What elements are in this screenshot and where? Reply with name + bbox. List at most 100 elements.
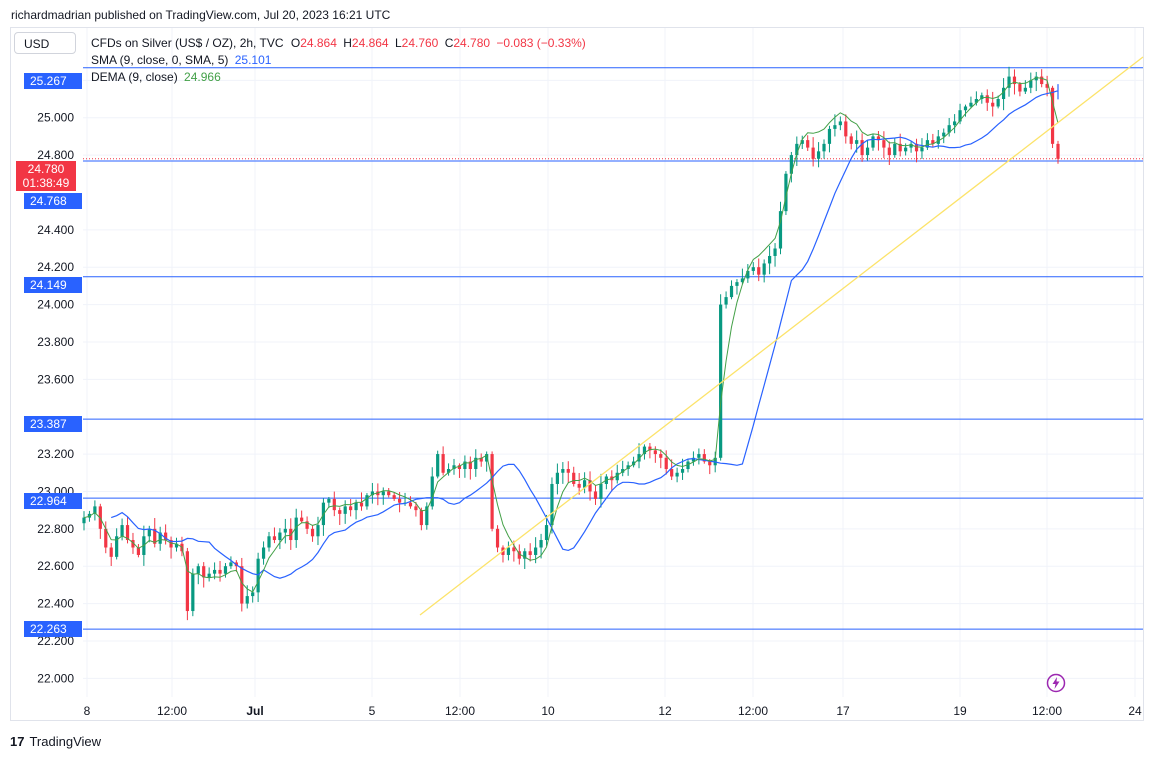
candle-body	[942, 132, 946, 137]
y-tick-label: 22.600	[37, 559, 74, 573]
candle-body	[289, 528, 293, 541]
tradingview-mark-icon: 17	[10, 734, 25, 749]
candle-body	[229, 562, 233, 567]
candle-body	[659, 454, 663, 458]
candle-body	[305, 521, 309, 529]
candle-body	[882, 140, 886, 148]
candle-body	[370, 491, 374, 496]
candle-body	[256, 558, 260, 593]
dema-line	[83, 77, 1059, 593]
legend-high: 24.864	[351, 36, 389, 50]
candle-body	[566, 469, 570, 473]
trend-line	[419, 56, 1144, 616]
candle-body	[185, 551, 189, 612]
candle-body	[593, 491, 598, 499]
sma-line	[111, 84, 1059, 579]
candle-body	[212, 569, 217, 574]
candle-body	[1012, 76, 1017, 85]
candle-body	[626, 465, 630, 470]
level-tag-3: 24.149	[24, 277, 82, 293]
candle-body	[104, 528, 108, 548]
candle-body	[588, 480, 592, 492]
candle-body	[457, 465, 462, 470]
candle-body	[806, 140, 810, 148]
bar-countdown: 01:38:49	[22, 176, 70, 190]
candle-body	[174, 543, 179, 548]
candle-body	[876, 136, 881, 141]
y-tick-label: 22.000	[37, 671, 74, 685]
candle-body	[795, 143, 799, 156]
candle-body	[686, 461, 690, 470]
candle-body	[202, 566, 206, 578]
candle-body	[354, 502, 358, 511]
legend-sma-value: 25.101	[234, 53, 272, 67]
candle-body	[430, 476, 434, 507]
candle-body	[936, 136, 940, 144]
candle-body	[969, 102, 973, 107]
lightning-bolt-icon[interactable]	[1046, 673, 1066, 693]
candle-body	[109, 547, 113, 557]
legend-dema-label: DEMA (9, close)	[91, 70, 178, 84]
tradingview-logo[interactable]: 17 TradingView	[10, 734, 101, 749]
candle-body	[479, 457, 483, 462]
candle-body	[577, 483, 581, 488]
candle-body	[550, 483, 554, 526]
candle-body	[408, 502, 413, 507]
legend-symbol-row: CFDs on Silver (US$ / OZ), 2h, TVC O24.8…	[91, 36, 586, 50]
candle-body	[539, 540, 543, 548]
y-tick-label: 23.200	[37, 447, 74, 461]
x-tick-label: 12:00	[157, 704, 187, 718]
candle-body	[680, 469, 685, 473]
currency-button[interactable]: USD	[14, 32, 76, 54]
candle-body	[953, 121, 957, 126]
candle-body	[931, 140, 935, 144]
candle-body	[218, 569, 222, 574]
candle-body	[261, 547, 266, 559]
candle-body	[495, 528, 500, 548]
x-tick-label: 12	[658, 704, 672, 718]
candle-body	[1029, 80, 1033, 88]
candle-body	[599, 483, 603, 499]
candle-body	[871, 136, 875, 148]
legend-change: −0.083 (−0.33%)	[496, 36, 586, 50]
candle-body	[855, 140, 859, 144]
candle-body	[800, 140, 804, 144]
candle-body	[343, 506, 347, 514]
candle-body	[762, 263, 766, 275]
candle-body	[267, 536, 271, 548]
candle-body	[223, 566, 228, 574]
candle-body	[561, 469, 565, 473]
candle-body	[446, 469, 451, 473]
candle-body	[963, 106, 968, 111]
legend-sma-row[interactable]: SMA (9, close, 0, SMA, 5) 25.101	[91, 53, 271, 67]
candle-body	[615, 472, 619, 481]
level-tag-6: 22.263	[24, 621, 82, 637]
candle-body	[463, 461, 467, 470]
candle-body	[120, 525, 124, 537]
candle-body	[996, 99, 1000, 107]
x-tick-label: 12:00	[738, 704, 768, 718]
y-tick-label: 24.800	[37, 148, 74, 162]
candle-body	[419, 510, 423, 526]
candle-body	[724, 297, 728, 305]
x-tick-label: 10	[541, 704, 555, 718]
last-price-tag: 24.780 01:38:49	[16, 161, 76, 191]
candle-body	[980, 95, 984, 100]
candle-body	[207, 573, 211, 578]
candle-body	[708, 461, 712, 466]
candle-body	[169, 540, 173, 548]
legend-dema-row[interactable]: DEMA (9, close) 24.966	[91, 70, 221, 84]
candle-body	[773, 248, 777, 256]
candle-body	[844, 121, 848, 137]
candle-body	[822, 143, 826, 152]
candle-body	[474, 457, 478, 470]
candle-body	[153, 528, 157, 544]
tradingview-wordmark: TradingView	[29, 734, 102, 749]
candle-body	[920, 147, 924, 152]
candle-body	[740, 278, 745, 283]
candle-body	[838, 121, 842, 126]
x-tick-label: 17	[836, 704, 850, 718]
candle-body	[664, 457, 668, 470]
candle-body	[653, 450, 657, 455]
